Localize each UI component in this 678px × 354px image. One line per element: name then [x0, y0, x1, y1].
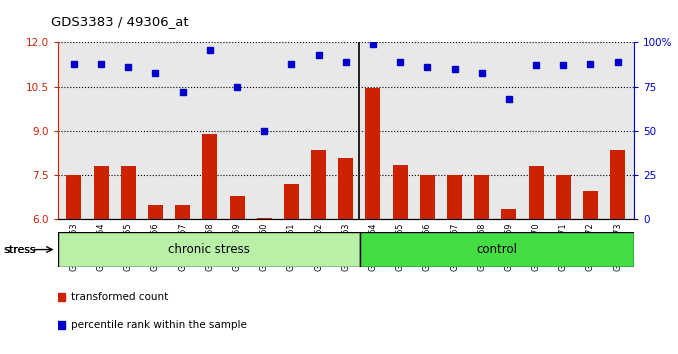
Bar: [175, 205, 190, 219]
Bar: [447, 175, 462, 219]
Text: stress: stress: [3, 245, 36, 255]
Bar: [94, 166, 108, 219]
Bar: [66, 175, 81, 219]
Text: chronic stress: chronic stress: [167, 243, 250, 256]
Bar: [583, 192, 598, 219]
Bar: [148, 205, 163, 219]
Bar: [474, 175, 489, 219]
Bar: [58, 232, 359, 267]
Bar: [529, 166, 544, 219]
Bar: [230, 196, 245, 219]
Bar: [338, 158, 353, 219]
Bar: [284, 184, 299, 219]
Bar: [556, 175, 571, 219]
Bar: [203, 134, 218, 219]
Bar: [610, 150, 625, 219]
Bar: [420, 175, 435, 219]
Text: stress: stress: [5, 245, 36, 255]
Bar: [121, 166, 136, 219]
Bar: [359, 232, 634, 267]
Text: percentile rank within the sample: percentile rank within the sample: [71, 320, 247, 330]
Bar: [502, 209, 517, 219]
Bar: [393, 165, 407, 219]
Bar: [365, 88, 380, 219]
Text: GDS3383 / 49306_at: GDS3383 / 49306_at: [51, 15, 188, 28]
Text: transformed count: transformed count: [71, 291, 169, 302]
Bar: [311, 150, 326, 219]
Text: control: control: [476, 243, 517, 256]
Bar: [257, 218, 272, 219]
